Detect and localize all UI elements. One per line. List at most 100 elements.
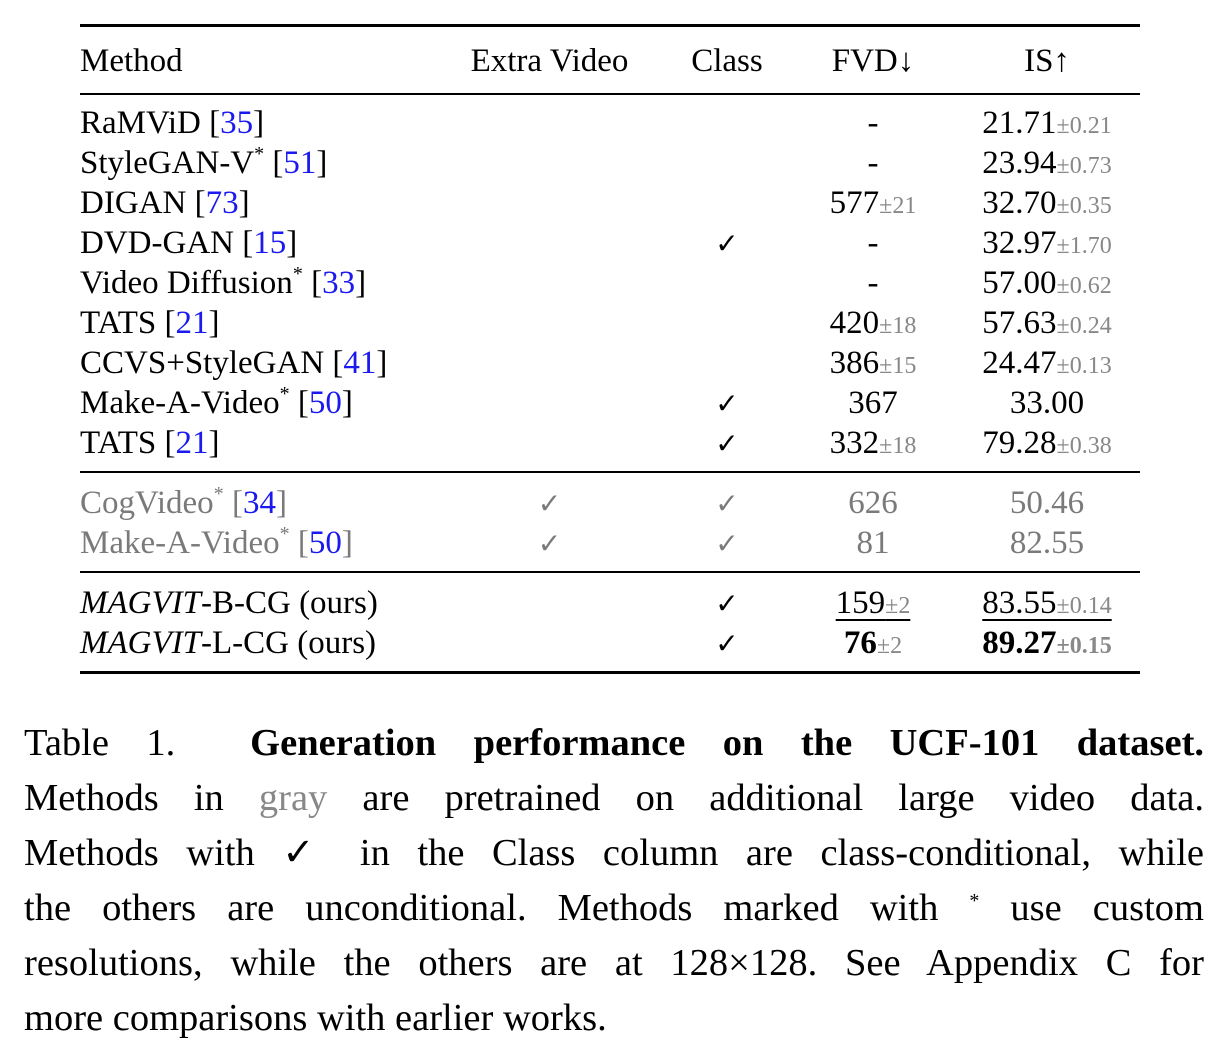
fvd-value-group: - [868,225,879,261]
extra-video-cell [437,183,662,223]
caption-line: resolutions, while the others are at 128… [24,936,1204,991]
method-cell: RaMViD [35] [80,105,265,141]
fvd-std: ±18 [879,313,917,339]
class-cell [662,183,792,223]
fvd-value-group: 420±18 [830,305,917,341]
extra-video-cell [437,143,662,183]
check-icon: ✓ [715,587,739,620]
is-cell: 32.70±0.35 [954,183,1140,223]
class-cell [662,343,792,383]
fvd-value: 386 [829,345,880,381]
caption-line: Methods with ✓ in the Class column are c… [24,826,1204,881]
check-icon: ✓ [715,387,739,420]
is-std: ±0.73 [1056,153,1112,179]
citation-link: 33 [322,265,356,301]
fvd-cell: - [792,263,954,303]
is-std: ±0.35 [1056,193,1112,219]
table-row: CogVideo* [34] ✓ ✓ 626 50.46 [80,483,1140,523]
is-value: 50.46 [1009,485,1085,521]
table-row: DVD-GAN [15] ✓ - 32.97±1.70 [80,223,1140,263]
fvd-value-group: 332±18 [830,425,917,461]
fvd-value: 81 [856,525,890,561]
fvd-value-group: 367 [848,385,898,421]
table-row: TATS [21] ✓ 332±18 79.28±0.38 [80,423,1140,463]
fvd-value-group: 626 [848,485,898,521]
class-cell [662,103,792,143]
is-value: 32.97 [982,225,1057,261]
is-cell: 57.63±0.24 [954,303,1140,343]
table-row: Video Diffusion* [33] - 57.00±0.62 [80,263,1140,303]
method-name: TATS [80,425,157,461]
fvd-cell: - [792,223,954,263]
caption-line: more comparisons with earlier works. [24,991,1204,1046]
section-rule [80,571,1140,573]
fvd-value-group: 159±2 [836,585,911,621]
is-cell: 32.97±1.70 [954,223,1140,263]
citation-link: 15 [253,225,287,261]
header-is: IS↑ [1024,43,1070,79]
is-cell: 89.27±0.15 [954,623,1140,663]
fvd-value: 76 [843,625,877,661]
caption-title: Generation performance on the UCF-101 da… [250,722,1205,764]
check-icon: ✓ [715,527,739,560]
fvd-value-group: - [868,145,879,181]
caption-text: are pretrained on additional large video… [327,777,1204,819]
fvd-cell: 386±15 [792,343,954,383]
extra-video-cell [437,623,662,663]
table-row: TATS [21] 420±18 57.63±0.24 [80,303,1140,343]
extra-video-cell: ✓ [437,483,662,523]
method-cell: DIGAN [73] [80,185,250,221]
method-name: Video Diffusion [80,265,293,301]
custom-resolution-marker: * [292,263,303,285]
is-std: ±0.21 [1056,113,1112,139]
fvd-value: - [867,145,879,181]
citation-link: 21 [175,305,209,341]
citation-link: 41 [343,345,377,381]
table-caption: Table 1. Generation performance on the U… [24,716,1204,1046]
citation-link: 35 [220,105,254,141]
is-value-group: 57.63±0.24 [982,305,1111,341]
is-cell: 79.28±0.38 [954,423,1140,463]
section-gap [80,563,1140,571]
table-row: MAGVIT-B-CG (ours) ✓ 159±2 83.55±0.14 [80,583,1140,623]
fvd-value: 159 [835,585,886,621]
method-name: CCVS+StyleGAN [80,345,325,381]
extra-video-cell [437,423,662,463]
is-value: 82.55 [1009,525,1085,561]
fvd-value: - [867,105,879,141]
is-std: ±0.24 [1056,313,1112,339]
is-value-group: 83.55±0.14 [982,585,1111,621]
method-cell: CogVideo* [34] [80,483,287,521]
custom-resolution-marker: * [279,523,290,545]
citation-link: 50 [308,525,342,561]
header-fvd: FVD↓ [831,43,915,79]
method-name: TATS [80,305,157,341]
fvd-value: 420 [829,305,880,341]
citation-link: 73 [205,185,239,221]
method-cell: DVD-GAN [15] [80,225,298,261]
check-icon: ✓ [715,427,739,460]
is-value: 33.00 [1009,385,1085,421]
caption-line: Table 1. Generation performance on the U… [24,716,1204,771]
header-extra-video: Extra Video [470,43,629,79]
is-cell: 33.00 [954,383,1140,423]
method-name: Make-A-Video [80,385,280,421]
fvd-cell: 159±2 [792,583,954,623]
extra-video-cell [437,263,662,303]
section-rule [80,471,1140,473]
table-body: RaMViD [35] - 21.71±0.21 StyleGAN-V* [51] - 2… [80,95,1140,671]
class-cell: ✓ [662,583,792,623]
is-value-group: 50.46 [1010,485,1084,521]
header-row: Method Extra Video Class FVD↓ IS↑ [80,27,1140,93]
fvd-value-group: 76±2 [844,625,902,661]
is-std: ±0.38 [1056,433,1112,459]
is-cell: 21.71±0.21 [954,103,1140,143]
is-std: ±0.14 [1056,593,1112,619]
check-icon: ✓ [715,227,739,260]
is-value: 83.55 [982,585,1057,621]
check-icon: ✓ [537,487,562,520]
fvd-std: ±18 [879,433,917,459]
caption-text: the others are unconditional. Methods ma… [24,887,970,929]
caption-text: resolutions, while the others are at 128… [24,942,1204,984]
extra-video-cell [437,103,662,143]
